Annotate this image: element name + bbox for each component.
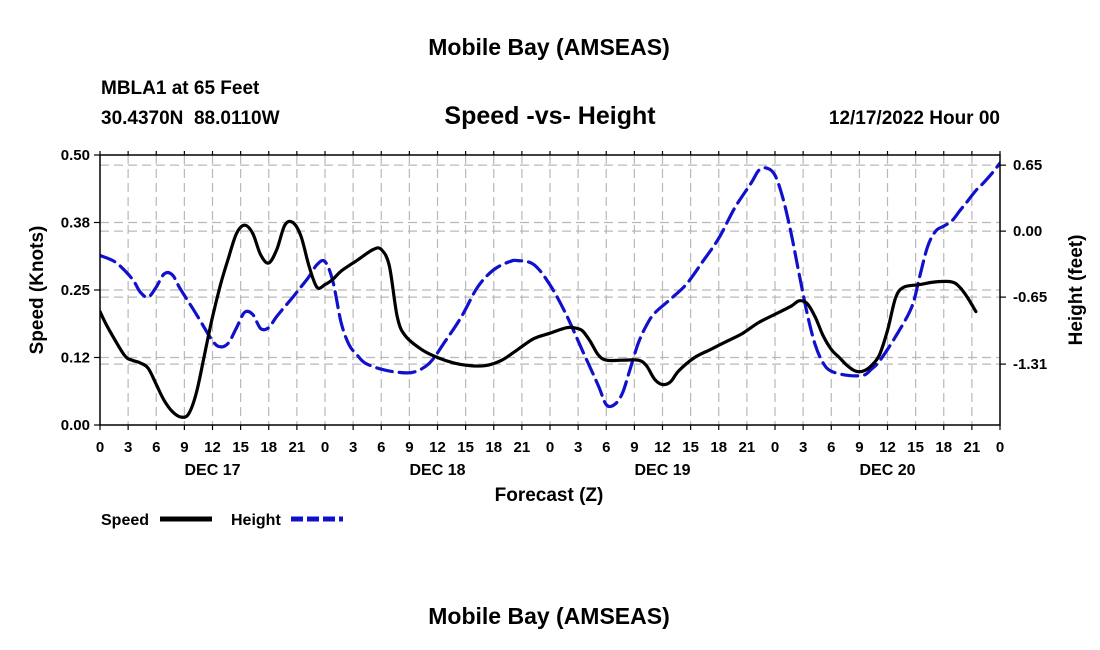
series-layer <box>100 161 1000 419</box>
coords-line: 30.4370N 88.0110W <box>101 108 280 129</box>
y-tick-label-left: 0.00 <box>61 417 90 434</box>
x-tick-label: 3 <box>124 439 132 456</box>
x-tick-label: 0 <box>546 439 554 456</box>
axis-layer: 0 3 6 9 12 15 18 21 0 3 6 9 12 15 18 21 0 3 6 9 12 15 18 21 0 3 6 9… <box>61 147 1047 479</box>
date-line: 12/17/2022 Hour 00 <box>829 108 1000 129</box>
x-tick-label: 0 <box>321 439 329 456</box>
x-tick-label: 21 <box>739 439 756 456</box>
x-tick-label: 21 <box>514 439 531 456</box>
x-tick-label: 9 <box>855 439 863 456</box>
legend-label-height: Height <box>231 512 281 529</box>
x-day-label: DEC 18 <box>409 462 465 479</box>
y-axis-right-label: Height (feet) <box>1066 235 1087 346</box>
x-tick-label: 6 <box>377 439 385 456</box>
x-tick-label: 18 <box>260 439 277 456</box>
legend: Speed Height <box>101 512 343 529</box>
station-line: MBLA1 at 65 Feet <box>101 78 260 99</box>
x-tick-label: 6 <box>827 439 835 456</box>
x-tick-label: 6 <box>602 439 610 456</box>
y-tick-label-left: 0.12 <box>61 350 90 367</box>
y-tick-label-right: -1.31 <box>1013 356 1047 373</box>
x-tick-label: 12 <box>654 439 671 456</box>
y-tick-label-left: 0.38 <box>61 215 90 232</box>
y-tick-label-left: 0.25 <box>61 282 90 299</box>
x-tick-label: 12 <box>204 439 221 456</box>
x-tick-label: 18 <box>485 439 502 456</box>
x-tick-label: 6 <box>152 439 160 456</box>
y-tick-label-right: 0.65 <box>1013 157 1042 174</box>
x-tick-label: 21 <box>289 439 306 456</box>
y-tick-label-right: -0.65 <box>1013 289 1047 306</box>
x-tick-label: 3 <box>574 439 582 456</box>
series-line-height <box>100 161 1000 409</box>
x-tick-label: 3 <box>799 439 807 456</box>
x-axis-label: Forecast (Z) <box>495 485 604 506</box>
series-line-speed <box>100 219 978 419</box>
legend-label-speed: Speed <box>101 512 149 529</box>
x-day-label: DEC 19 <box>634 462 690 479</box>
x-day-label: DEC 17 <box>184 462 240 479</box>
footer-title: Mobile Bay (AMSEAS) <box>428 603 670 629</box>
chart-title: Speed -vs- Height <box>444 102 656 130</box>
y-tick-label-left: 0.50 <box>61 147 90 164</box>
x-tick-label: 21 <box>964 439 981 456</box>
x-tick-label: 12 <box>429 439 446 456</box>
x-day-label: DEC 20 <box>859 462 915 479</box>
x-tick-label: 12 <box>879 439 896 456</box>
x-tick-label: 15 <box>232 439 249 456</box>
x-tick-label: 18 <box>710 439 727 456</box>
x-tick-label: 3 <box>349 439 357 456</box>
y-tick-label-right: 0.00 <box>1013 223 1042 240</box>
x-tick-label: 0 <box>771 439 779 456</box>
x-tick-label: 15 <box>907 439 924 456</box>
x-tick-label: 9 <box>405 439 413 456</box>
y-axis-left-label: Speed (Knots) <box>27 226 48 355</box>
main-title: Mobile Bay (AMSEAS) <box>428 34 670 60</box>
x-tick-label: 0 <box>96 439 104 456</box>
x-tick-label: 15 <box>457 439 474 456</box>
x-tick-label: 18 <box>935 439 952 456</box>
x-tick-label: 0 <box>996 439 1004 456</box>
grid-layer <box>100 154 1000 425</box>
x-tick-label: 9 <box>180 439 188 456</box>
x-tick-label: 9 <box>630 439 638 456</box>
x-tick-label: 15 <box>682 439 699 456</box>
